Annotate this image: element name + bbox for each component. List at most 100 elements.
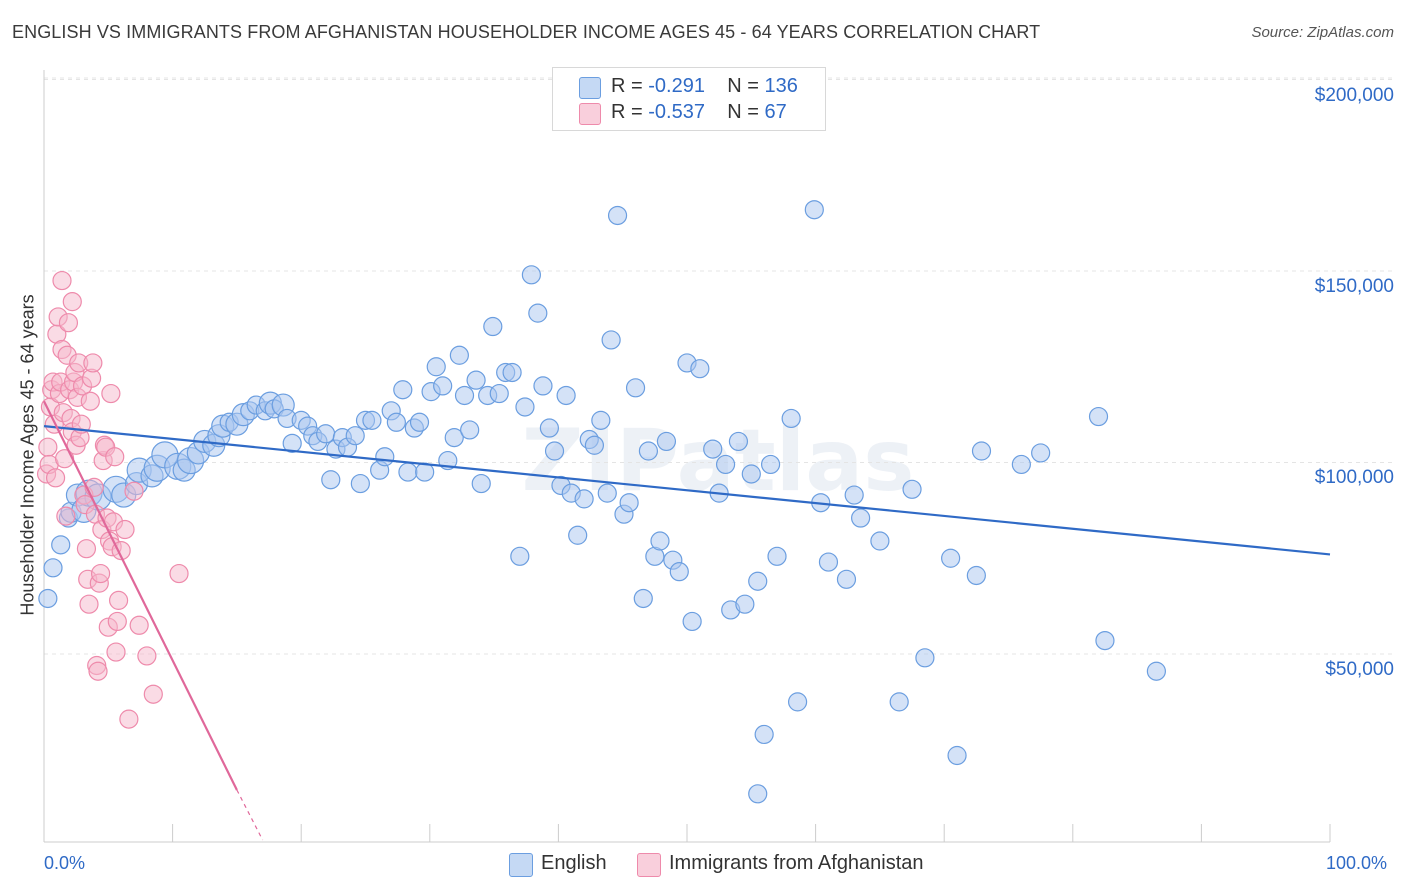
scatter-point [502, 362, 522, 383]
scatter-point [471, 473, 491, 494]
scatter-point [915, 648, 935, 668]
scatter-point [510, 546, 530, 566]
chart-title: ENGLISH VS IMMIGRANTS FROM AFGHANISTAN H… [12, 22, 1041, 42]
x-tick-label-max: 100.0% [1326, 853, 1388, 873]
scatter-point [124, 481, 144, 501]
trend-line [43, 400, 238, 791]
trend-line [43, 425, 1331, 556]
legend-n-label: N = [727, 101, 765, 123]
scatter-point [350, 473, 370, 494]
series-english [38, 200, 1166, 804]
scatter-point [804, 200, 824, 220]
scatter-point [76, 539, 97, 559]
scatter-point [941, 548, 961, 568]
scatter-point [638, 441, 659, 461]
scatter-point [51, 535, 71, 555]
scatter-point [444, 428, 464, 448]
scatter-point [466, 370, 486, 390]
scatter-point [1011, 454, 1031, 475]
scatter-point [947, 745, 967, 766]
trend-lines [43, 400, 1331, 841]
scatter-point [544, 441, 565, 461]
scatter-point [521, 265, 541, 285]
legend-n-value: 136 [764, 75, 798, 97]
scatter-point [375, 447, 395, 467]
scatter-point [489, 383, 509, 404]
bottom-legend-swatch-english [509, 853, 533, 877]
scatter-point [625, 378, 646, 398]
scatter-point [656, 431, 677, 452]
scatter-point [584, 435, 605, 455]
trend-line-extension [236, 789, 264, 841]
grid-lines [44, 77, 1395, 655]
scatter-point [556, 385, 576, 406]
scatter-point [515, 397, 535, 417]
scatter-point [781, 408, 801, 429]
legend-r-label: R = [611, 75, 649, 97]
scatter-point [129, 615, 149, 635]
bottom-legend-label-afghanistan: Immigrants from Afghanistan [669, 852, 924, 874]
scatter-point [597, 483, 617, 503]
series-afghanistan [36, 270, 189, 729]
scatter-point [433, 376, 453, 396]
scatter-point [715, 454, 736, 475]
scatter-point [633, 588, 653, 609]
scatter-point [574, 489, 594, 509]
scatter-point [760, 454, 781, 475]
scatter-point [836, 569, 857, 589]
scatter-point [79, 594, 99, 614]
scatter-point [460, 420, 480, 440]
scatter-point [45, 468, 66, 488]
scatter-point [345, 426, 365, 446]
scatter-point [818, 552, 839, 572]
scatter-point [748, 571, 768, 591]
scatter-point [1146, 661, 1166, 681]
scatter-point [90, 563, 111, 584]
scatter-point [754, 724, 774, 745]
scatter-point [902, 479, 922, 499]
scatter-point [1031, 443, 1051, 463]
scatter-point [282, 433, 302, 453]
scatter-point [533, 376, 553, 396]
scatter-point [601, 330, 621, 350]
scatter-point [449, 345, 469, 365]
legend-n-label: N = [727, 75, 765, 97]
scatter-point [1095, 630, 1115, 651]
correlation-legend: R = -0.291 N = 136 R = -0.537 N = 67 [552, 67, 826, 131]
scatter-point [748, 784, 768, 804]
scatter-point [52, 270, 72, 291]
scatter-point [409, 412, 430, 432]
scatter-point [393, 380, 413, 400]
scatter-point [966, 565, 986, 586]
scatter-point [669, 562, 689, 582]
scatter-point [889, 692, 909, 712]
y-tick-label-100k: $100,000 [1314, 467, 1394, 488]
scatter-point [568, 525, 588, 545]
scatter-point [619, 493, 639, 513]
scatter-point [88, 661, 108, 681]
scatter-point [105, 447, 125, 467]
scatter-point [362, 410, 382, 430]
scatter-point [108, 590, 129, 610]
scatter-point [58, 313, 79, 333]
scatter-point [38, 588, 58, 609]
scatter-point [735, 594, 755, 614]
scatter-point [591, 410, 611, 430]
axes [43, 70, 1331, 843]
scatter-point [767, 546, 787, 566]
legend-r-value: -0.537 [648, 101, 705, 123]
scatter-point [741, 464, 761, 484]
legend-r-value: -0.291 [648, 75, 705, 97]
scatter-point [728, 431, 749, 452]
scatter-point [528, 303, 548, 323]
y-tick-label-150k: $150,000 [1314, 276, 1394, 297]
scatter-point [398, 462, 418, 482]
legend-r-label: R = [611, 101, 649, 123]
scatter-point [137, 646, 157, 666]
scatter-point [62, 292, 82, 312]
scatter-point [107, 611, 127, 632]
scatter-point [787, 692, 808, 712]
y-axis-label: Householder Income Ages 45 - 64 years [17, 294, 38, 616]
scatter-point [386, 412, 406, 432]
